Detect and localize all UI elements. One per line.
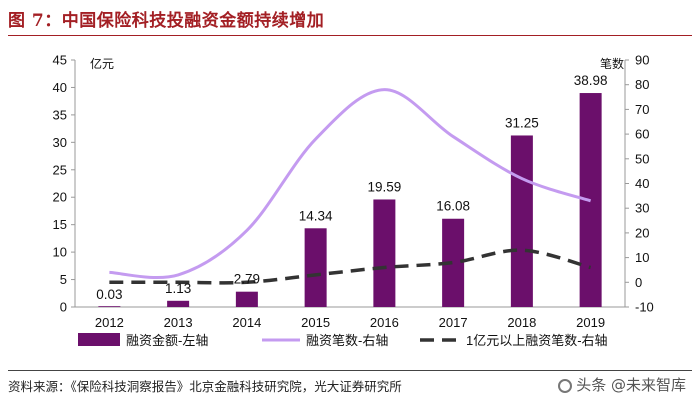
left-tick-label: 40 bbox=[53, 80, 67, 95]
legend-line-label: 融资笔数-右轴 bbox=[306, 333, 388, 348]
x-tick-label: 2017 bbox=[439, 315, 468, 330]
bar-value-label: 2.79 bbox=[234, 272, 260, 287]
bar bbox=[442, 218, 465, 307]
right-tick-label: 40 bbox=[635, 176, 649, 191]
left-tick-label: 45 bbox=[53, 53, 67, 68]
right-tick-label: 20 bbox=[635, 225, 649, 240]
left-axis-unit: 亿元 bbox=[90, 56, 114, 71]
watermark-icon bbox=[558, 379, 573, 393]
x-tick-label: 2015 bbox=[301, 315, 330, 330]
legend-bar-swatch bbox=[78, 333, 120, 346]
left-tick-label: 35 bbox=[53, 107, 67, 122]
right-tick-label: 30 bbox=[635, 201, 649, 216]
x-tick-label: 2019 bbox=[576, 315, 605, 330]
legend-bar-label: 融资金额-左轴 bbox=[126, 333, 208, 348]
bar-value-label: 16.08 bbox=[436, 199, 470, 214]
bar-value-label: 31.25 bbox=[505, 115, 539, 130]
right-tick-label: 90 bbox=[635, 53, 649, 68]
bar-value-label: 19.59 bbox=[367, 179, 401, 194]
bar bbox=[98, 306, 121, 307]
x-tick-label: 2016 bbox=[370, 315, 399, 330]
deal-count-line bbox=[109, 88, 592, 279]
right-tick-label: 80 bbox=[635, 77, 649, 92]
left-tick-label: 20 bbox=[53, 190, 67, 205]
x-tick-label: 2012 bbox=[95, 315, 124, 330]
large-deal-count-line bbox=[109, 248, 592, 285]
bar bbox=[373, 199, 396, 307]
right-tick-label: 0 bbox=[635, 275, 642, 290]
bar bbox=[304, 228, 327, 307]
source-note: 资料来源：《保险科技洞察报告》北京金融科技研究院，光大证券研究所 bbox=[8, 379, 402, 394]
bar bbox=[167, 300, 190, 307]
x-tick-label: 2018 bbox=[507, 315, 536, 330]
watermark-text: 头条 @未来智库 bbox=[576, 376, 686, 394]
legend-dash-label: 1亿元以上融资笔数-右轴 bbox=[466, 333, 608, 348]
x-tick-label: 2014 bbox=[232, 315, 261, 330]
chart: 0 5 10 15 20 25 30 35 40 45 -10 0 10 20 30 40 50 60 70 80 90… bbox=[53, 53, 654, 349]
bar-value-label: 0.03 bbox=[96, 287, 122, 302]
right-tick-label: 70 bbox=[635, 102, 649, 117]
source-rule bbox=[8, 370, 692, 371]
figure-title: 图 7：中国保险科技投融资金额持续增加 bbox=[8, 11, 325, 31]
left-tick-label: 30 bbox=[53, 135, 67, 150]
watermark: 头条 @未来智库 bbox=[554, 374, 690, 395]
right-tick-label: -10 bbox=[635, 300, 654, 315]
left-tick-label: 5 bbox=[60, 272, 67, 287]
left-tick-label: 15 bbox=[53, 217, 67, 232]
bar bbox=[510, 135, 533, 307]
title-rule bbox=[8, 35, 692, 36]
bar-value-label: 14.34 bbox=[299, 208, 333, 223]
bar-value-label: 38.98 bbox=[574, 73, 608, 88]
x-tick-label: 2013 bbox=[164, 315, 193, 330]
bar-value-label: 1.13 bbox=[165, 281, 191, 296]
left-tick-label: 25 bbox=[53, 162, 67, 177]
right-tick-label: 50 bbox=[635, 151, 649, 166]
right-tick-label: 10 bbox=[635, 250, 649, 265]
left-tick-label: 0 bbox=[60, 300, 67, 315]
right-axis-unit: 笔数 bbox=[600, 56, 624, 71]
right-tick-label: 60 bbox=[635, 127, 649, 142]
bar bbox=[235, 291, 258, 307]
left-tick-label: 10 bbox=[53, 245, 67, 260]
